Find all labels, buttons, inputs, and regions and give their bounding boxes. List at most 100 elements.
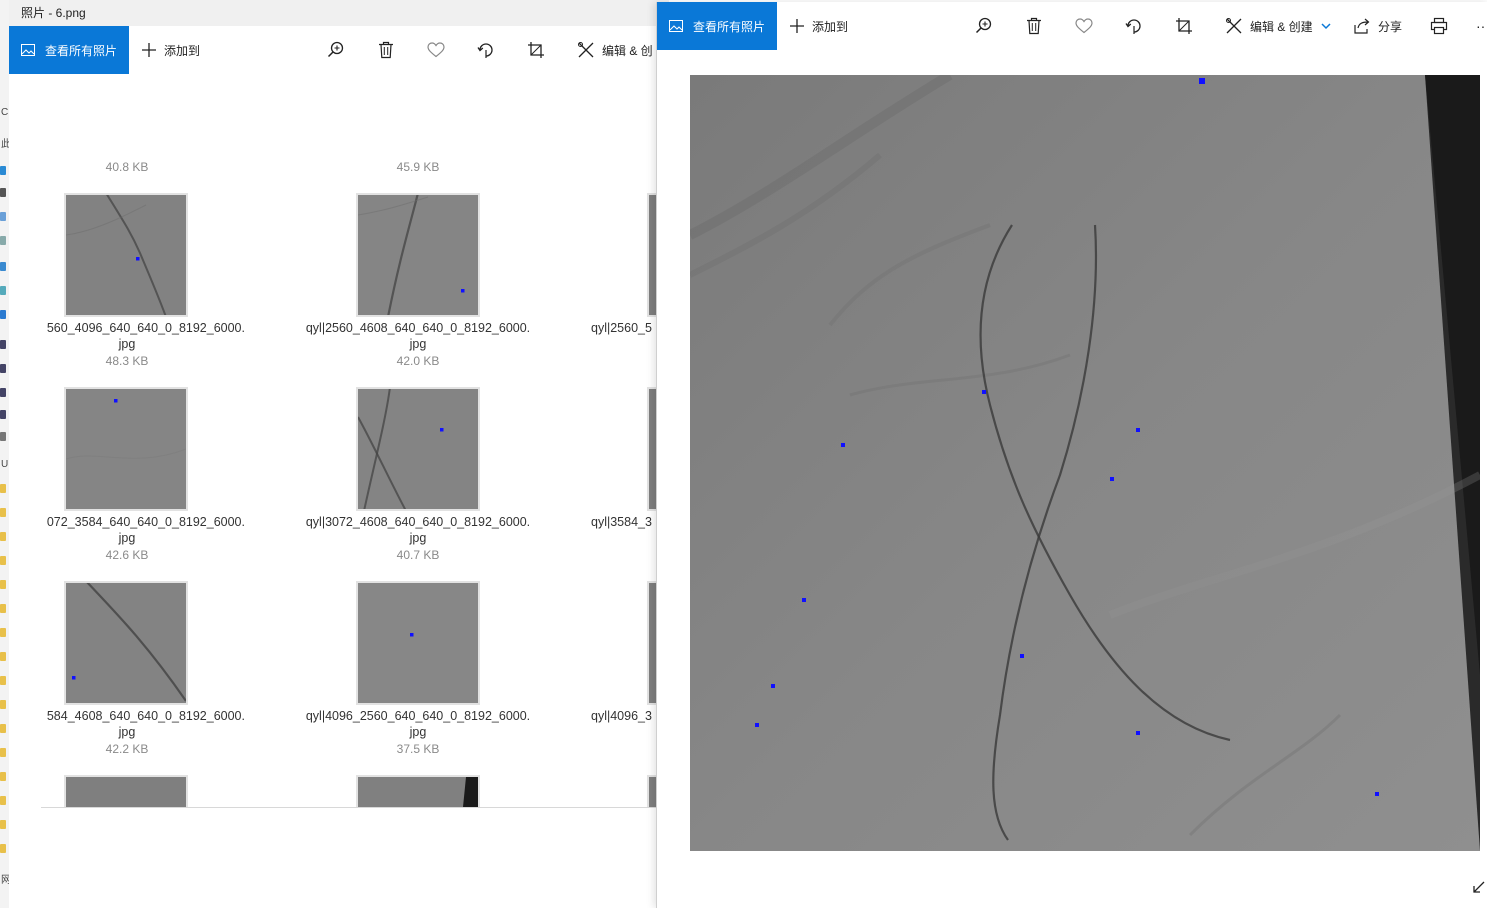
strip-glyph: 网 (1, 875, 10, 886)
delete-icon[interactable] (371, 26, 401, 74)
plus-icon (141, 42, 157, 58)
delete-icon[interactable] (1019, 2, 1049, 50)
crop-icon[interactable] (1169, 2, 1199, 50)
photo-thumbnail[interactable] (647, 387, 657, 511)
file-size-label: 42.0 KB (396, 354, 440, 368)
view-all-photos-button[interactable]: 查看所有照片 (9, 26, 129, 74)
photo-grid: 40.8 KB 45.9 KB 560_4096_640_640_0_8192_… (9, 74, 657, 808)
file-name: qyl|2560_4608_640_640_0_8192_6000. (305, 321, 531, 335)
rotate-icon[interactable] (1119, 2, 1149, 50)
photo-thumbnail[interactable] (64, 581, 188, 705)
folder-icon (0, 604, 6, 613)
photo-thumbnail[interactable] (64, 387, 188, 511)
folder-icon (0, 236, 6, 245)
edit-tools-icon (1225, 17, 1243, 35)
folder-icon (0, 700, 6, 709)
divider (41, 807, 657, 808)
favorite-heart-icon[interactable] (1069, 2, 1099, 50)
file-extension: jpg (409, 531, 427, 545)
file-size-label: 40.8 KB (105, 160, 149, 174)
edit-create-button[interactable]: 编辑 & 创 (577, 26, 653, 74)
print-icon[interactable] (1424, 2, 1454, 50)
add-to-button[interactable]: 添加到 (141, 26, 200, 74)
photo-thumbnail[interactable] (64, 193, 188, 317)
toolbar: 查看所有照片 添加到 编辑 & 创建 (657, 2, 1487, 50)
folder-icon (0, 652, 6, 661)
file-extension: jpg (409, 725, 427, 739)
drive-icon (0, 340, 6, 349)
folder-icon (0, 286, 6, 295)
photo-viewer-image[interactable] (690, 75, 1480, 851)
file-size-label: 45.9 KB (396, 160, 440, 174)
file-size-label: 48.3 KB (105, 354, 149, 368)
share-label: 分享 (1378, 19, 1403, 34)
file-name: qyl|4096_3 (591, 709, 652, 723)
zoom-in-icon[interactable] (969, 2, 999, 50)
resize-arrow-icon[interactable] (1472, 880, 1486, 894)
rotate-icon[interactable] (471, 26, 501, 74)
photo-thumbnail[interactable] (356, 775, 480, 808)
file-name: 560_4096_640_640_0_8192_6000. (46, 321, 245, 335)
file-name: qyl|3584_3 (591, 515, 652, 529)
file-name: 584_4608_640_640_0_8192_6000. (46, 709, 245, 723)
view-all-photos-label: 查看所有照片 (693, 19, 766, 34)
photos-icon (669, 20, 683, 32)
folder-icon (0, 508, 6, 517)
share-icon (1354, 18, 1371, 34)
view-all-photos-button[interactable]: 查看所有照片 (657, 2, 777, 50)
photos-window-right: 查看所有照片 添加到 编辑 & 创建 (656, 2, 1487, 908)
folder-icon (0, 532, 6, 541)
folder-icon (0, 844, 6, 853)
share-button[interactable]: 分享 (1354, 2, 1402, 50)
edit-create-button[interactable]: 编辑 & 创建 (1225, 2, 1331, 50)
more-options-icon[interactable]: ··· (1476, 18, 1487, 34)
strip-glyph: 此 (1, 139, 10, 150)
folder-icon (0, 188, 6, 197)
photo-thumbnail[interactable] (356, 387, 480, 511)
edit-create-label: 编辑 & 创 (602, 43, 653, 58)
drive-icon (0, 410, 6, 419)
file-extension: jpg (118, 725, 136, 739)
drive-icon (0, 388, 6, 397)
file-size-label: 37.5 KB (396, 742, 440, 756)
add-to-label: 添加到 (812, 19, 849, 34)
folder-icon (0, 556, 6, 565)
photo-thumbnail[interactable] (356, 581, 480, 705)
folder-icon (0, 262, 6, 271)
file-name: qyl|2560_5 (591, 321, 652, 335)
toolbar: 查看所有照片 添加到 编辑 & 创 (9, 26, 669, 74)
crop-icon[interactable] (521, 26, 551, 74)
photos-icon (21, 44, 35, 56)
folder-icon (0, 796, 6, 805)
folder-icon (0, 724, 6, 733)
edit-tools-icon (577, 41, 595, 59)
file-name: qyl|4096_2560_640_640_0_8192_6000. (305, 709, 531, 723)
file-extension: jpg (118, 531, 136, 545)
file-name: qyl|3072_4608_640_640_0_8192_6000. (305, 515, 531, 529)
photo-thumbnail[interactable] (647, 775, 657, 808)
add-to-label: 添加到 (164, 43, 201, 58)
zoom-in-icon[interactable] (321, 26, 351, 74)
folder-icon (0, 310, 6, 319)
photo-thumbnail[interactable] (64, 775, 188, 808)
photo-thumbnail[interactable] (647, 581, 657, 705)
file-size-label: 42.2 KB (105, 742, 149, 756)
photo-thumbnail[interactable] (647, 193, 657, 317)
plus-icon (789, 18, 805, 34)
edit-create-label: 编辑 & 创建 (1250, 19, 1313, 34)
folder-icon (0, 772, 6, 781)
photo-thumbnail[interactable] (356, 193, 480, 317)
folder-icon (0, 628, 6, 637)
drive-icon (0, 364, 6, 373)
folder-icon (0, 676, 6, 685)
favorite-heart-icon[interactable] (421, 26, 451, 74)
title-bar[interactable]: 照片 - 6.png (9, 0, 669, 26)
file-extension: jpg (409, 337, 427, 351)
window-title: 照片 - 6.png (21, 6, 86, 20)
folder-icon (0, 166, 6, 175)
strip-glyph: U (1, 459, 9, 470)
drive-icon (0, 432, 6, 441)
add-to-button[interactable]: 添加到 (789, 2, 848, 50)
photos-window-left: 照片 - 6.png 查看所有照片 添加到 (9, 0, 669, 908)
file-size-label: 42.6 KB (105, 548, 149, 562)
